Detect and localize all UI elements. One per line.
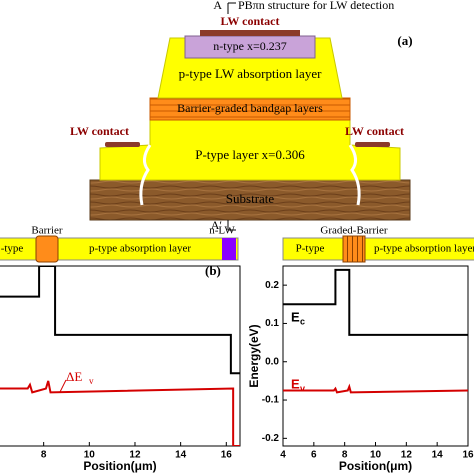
x-tick-label: 14 — [175, 450, 187, 461]
layer-label: Barrier — [31, 225, 62, 237]
n-block — [222, 238, 236, 260]
line — [283, 383, 469, 394]
layer-label: n-LW — [209, 225, 235, 237]
line — [283, 268, 468, 336]
crack — [348, 144, 361, 206]
plot-lines — [0, 266, 240, 446]
x-axis-title: Position(μm) — [339, 459, 412, 473]
contact-label: LW contact — [70, 124, 129, 138]
substrate — [89, 179, 411, 221]
cut-label: A′ — [211, 218, 223, 232]
y-tick-label: -0.2 — [262, 433, 280, 444]
layer-label: -type — [1, 243, 24, 255]
x-tick-label: 10 — [84, 450, 96, 461]
crack — [139, 144, 152, 206]
annotation-arrow — [59, 379, 67, 393]
diagram-title: PBπn structure for LW detection — [238, 0, 394, 12]
x-axis-title: Position(μm) — [83, 459, 156, 473]
right-contact — [355, 142, 390, 147]
ec-label: E — [291, 309, 300, 324]
plot-frame — [0, 265, 241, 447]
layer-label: p-type absorption layer — [89, 243, 191, 255]
plot-lines — [283, 268, 469, 394]
strip — [0, 237, 239, 261]
chart: 4 6 8 10 12 14 16 0.2 0.1 0.0 -0.1 -0.2 P-type Graded… — [247, 225, 474, 474]
annotation-sub: v — [89, 376, 94, 386]
contact-label: LW contact — [220, 14, 279, 28]
layer-strip — [0, 235, 474, 263]
strip — [282, 237, 474, 261]
x-tick-label: 4 — [280, 450, 286, 461]
layer-label: Graded-Barrier — [320, 225, 388, 237]
x-tick-label: 6 — [311, 450, 317, 461]
x-tick-label: 12 — [401, 450, 413, 461]
line — [0, 380, 240, 446]
layer-label: Barrier-graded bandgap layers — [177, 101, 323, 115]
chart: 8 10 12 14 16 -type Barrier p-type absorption l… — [0, 225, 241, 473]
ev-sub: v — [300, 383, 305, 393]
layer-label: p-type LW absorption layer — [179, 66, 323, 81]
panel-label: (b) — [205, 263, 221, 278]
cut-label: A — [213, 0, 222, 12]
layer-label: P-type — [296, 243, 325, 255]
x-tick-label: 14 — [432, 450, 444, 461]
layer-label: n-type x=0.237 — [213, 39, 286, 53]
barrier-block — [342, 235, 366, 263]
x-tick-label: 16 — [221, 450, 233, 461]
left-contact — [105, 142, 140, 147]
plot-frame — [282, 265, 469, 447]
y-tick-label: -0.1 — [262, 395, 280, 406]
x-tick-label: 12 — [129, 450, 141, 461]
layer-label: Substrate — [226, 191, 275, 206]
ev-label: E — [291, 376, 300, 391]
panel-label: (a) — [397, 33, 412, 48]
annotation: ΔE — [66, 369, 82, 384]
layer-label: p-type absorption layer — [374, 243, 474, 255]
ec-sub: c — [300, 316, 305, 326]
y-tick-label: 0.1 — [265, 318, 279, 329]
layer-label: P-type layer x=0.306 — [195, 147, 305, 162]
x-tick-label: 16 — [462, 450, 474, 461]
line — [0, 266, 240, 375]
x-tick-label: 8 — [342, 450, 348, 461]
contact-label: LW contact — [345, 124, 404, 138]
top-contact — [200, 30, 300, 36]
barrier-block — [35, 235, 59, 263]
structure-diagram: A PBπn structure for LW detection LW con… — [70, 0, 413, 232]
y-tick-label: 0.0 — [265, 356, 279, 367]
x-tick-label: 8 — [41, 450, 47, 461]
y-tick-label: 0.2 — [265, 280, 279, 291]
x-tick-label: 10 — [370, 450, 382, 461]
y-axis-title: Energy(eV) — [247, 324, 261, 387]
